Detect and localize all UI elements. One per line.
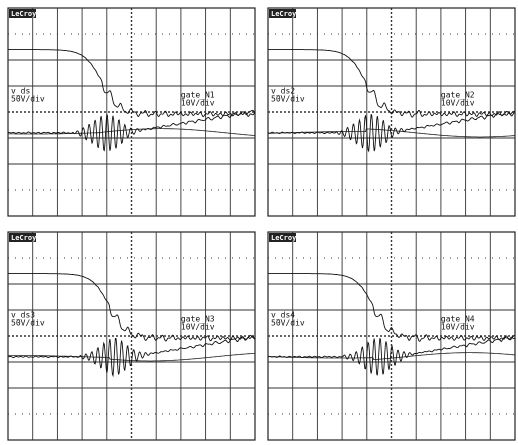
gate-scale: 10V/div xyxy=(441,98,475,107)
brand: LeCroy xyxy=(271,234,297,242)
brand: LeCroy xyxy=(271,10,297,18)
gate-scale: 10V/div xyxy=(181,98,215,107)
vds-scale: 50V/div xyxy=(271,94,305,103)
gate-scale: 10V/div xyxy=(441,322,475,331)
brand: LeCroy xyxy=(11,234,37,242)
gate-scale: 10V/div xyxy=(181,322,215,331)
brand: LeCroy xyxy=(11,10,37,18)
scope-screens: LeCroyv_ds50V/divgate_N110V/divLeCroyv_d… xyxy=(0,0,518,445)
vds-scale: 50V/div xyxy=(11,94,45,103)
vds-scale: 50V/div xyxy=(11,318,45,327)
vds-scale: 50V/div xyxy=(271,318,305,327)
